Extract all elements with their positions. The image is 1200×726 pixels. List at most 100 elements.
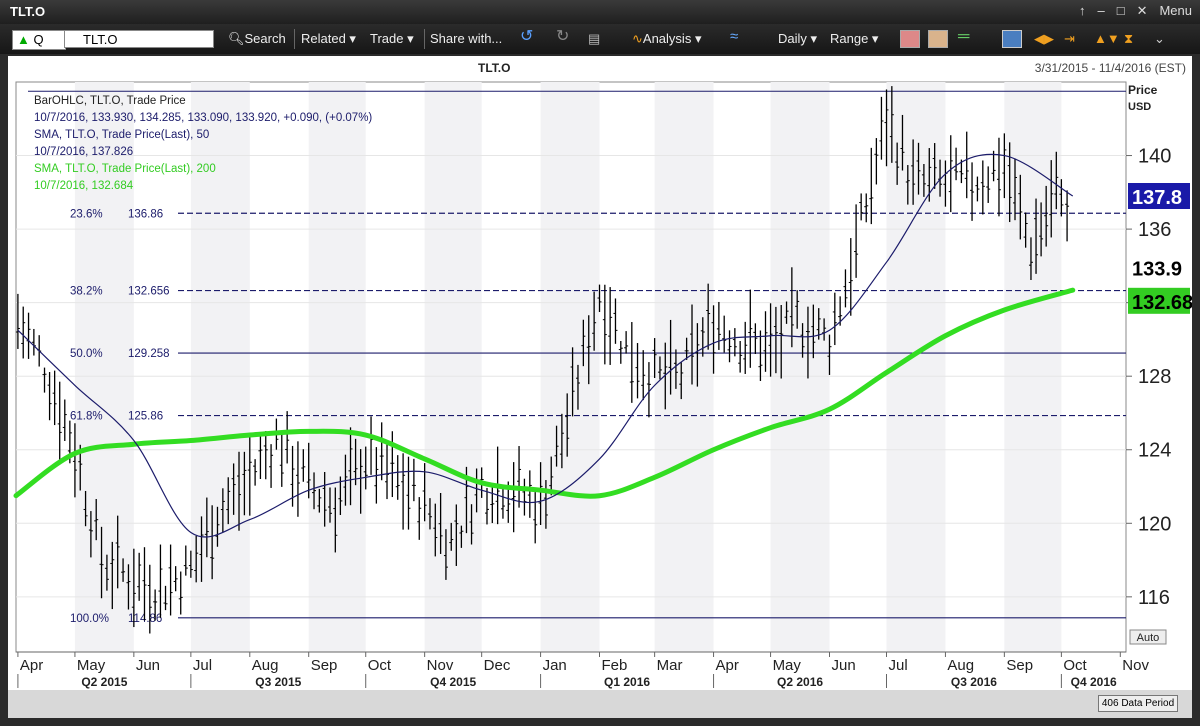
auto-scale-label: Auto xyxy=(1137,632,1160,644)
share-menu[interactable]: Share with... xyxy=(430,31,503,46)
x-tick-label: Dec xyxy=(484,657,511,674)
price-chart[interactable]: 23.6% 136.86 38.2% 132.656 50.0% 129.258 61.8%… xyxy=(8,56,1193,690)
up-arrow-icon: ▲ xyxy=(17,32,30,47)
crosshair-icon[interactable]: ═ xyxy=(958,28,970,45)
fib-level-value: 136.86 xyxy=(128,208,163,220)
legend-bar-values: 10/7/2016, 133.930, 134.285, 133.090, 13… xyxy=(34,112,372,124)
minimize-icon[interactable]: – xyxy=(1097,3,1105,18)
x-tick-label: Mar xyxy=(657,657,683,674)
x-tick-label: Jan xyxy=(543,657,567,674)
footer-scrollbar[interactable]: 406 Data Period xyxy=(8,690,1192,718)
folder-icon[interactable]: ▤ xyxy=(588,31,601,46)
fib-level-label: 50.0% xyxy=(70,348,103,360)
x-tick-label: Jun xyxy=(136,657,160,674)
price-tag-label: 133.9 xyxy=(1132,258,1182,280)
window-controls: ↑ – □ ✕ Menu xyxy=(1079,3,1192,19)
month-band xyxy=(190,82,250,652)
line-chart-icon[interactable] xyxy=(900,30,920,48)
legend-bar-title: BarOHLC, TLT.O, Trade Price xyxy=(34,95,186,107)
refresh-icon[interactable]: ↻ xyxy=(556,28,570,45)
month-band xyxy=(770,82,830,652)
price-tag-box xyxy=(1128,254,1190,281)
x-tick-label: May xyxy=(773,657,802,674)
chart-legend: BarOHLC, TLT.O, Trade Price 10/7/2016, 1… xyxy=(34,95,372,192)
x-tick-label: Apr xyxy=(20,657,43,674)
trade-label: Trade xyxy=(370,31,404,46)
month-band xyxy=(308,82,366,652)
toolbar: ▲ Q TLT.O 🔍︎Search Related ▾ Trade ▾ Sha… xyxy=(0,24,1200,54)
x-tick-label: Apr xyxy=(716,657,739,674)
close-icon[interactable]: ✕ xyxy=(1136,3,1148,18)
y-tick-label: 124 xyxy=(1138,440,1171,462)
y-tick-label: 128 xyxy=(1138,366,1171,388)
interval-label: Daily xyxy=(778,31,807,46)
legend-sma50-value: 10/7/2016, 137.826 xyxy=(34,146,133,158)
range-label: Range xyxy=(830,31,869,46)
chart-symbol: TLT.O xyxy=(478,61,510,75)
analysis-label: Analysis xyxy=(642,31,692,46)
scroll-left-icon[interactable]: ◀▶ xyxy=(1034,31,1054,46)
interval-menu[interactable]: Daily ▾ xyxy=(778,31,818,46)
quarter-label: Q2 2016 xyxy=(777,675,823,689)
sma50-tag-box xyxy=(1128,183,1190,209)
auto-scale-button[interactable] xyxy=(1129,629,1167,645)
menu-button[interactable]: Menu xyxy=(1159,3,1192,18)
y-tick-label: 140 xyxy=(1138,146,1171,168)
fib-level-label: 23.6% xyxy=(70,208,103,220)
analysis-icon: ∿ xyxy=(632,31,643,46)
quarter-label: Q2 2015 xyxy=(81,675,127,689)
x-tick-label: Sep xyxy=(311,657,338,674)
chart-style-icon[interactable]: ≈ xyxy=(730,28,739,45)
quarter-label: Q3 2015 xyxy=(255,675,301,689)
analysis-menu[interactable]: ∿Analysis ▾ xyxy=(632,31,702,46)
x-tick-label: Oct xyxy=(1063,657,1087,674)
sma200-tag-box xyxy=(1128,287,1190,314)
fib-level-value: 129.258 xyxy=(128,348,170,360)
x-tick-label: Nov xyxy=(1122,657,1149,674)
axis-price-label: Price xyxy=(1128,83,1158,97)
x-tick-label: Jul xyxy=(889,657,908,674)
legend-sma200-value: 10/7/2016, 132.684 xyxy=(34,180,134,192)
x-tick-label: May xyxy=(77,657,106,674)
fib-level-label: 61.8% xyxy=(70,411,103,423)
x-tick-label: Sep xyxy=(1006,657,1033,674)
maximize-icon[interactable]: □ xyxy=(1116,3,1125,18)
bar-chart-icon[interactable] xyxy=(928,30,948,48)
x-tick-label: Aug xyxy=(947,657,974,674)
x-tick-label: Aug xyxy=(252,657,279,674)
undo-icon[interactable]: ↺ xyxy=(520,28,534,45)
sma50-tag-label: 137.8 xyxy=(1132,187,1182,209)
symbol-type-label: Q xyxy=(33,32,44,47)
chart-date-range: 3/31/2015 - 11/4/2016 (EST) xyxy=(1035,61,1186,75)
data-period-button[interactable]: 406 Data Period xyxy=(1098,695,1178,712)
x-tick-label: Oct xyxy=(368,657,392,674)
fib-level-value: 114.86 xyxy=(128,613,162,625)
symbol-type-select[interactable]: ▲ Q xyxy=(12,30,66,50)
y-tick-label: 116 xyxy=(1138,587,1170,609)
fit-width-icon[interactable]: ⇥ xyxy=(1064,31,1075,46)
y-tick-label: 136 xyxy=(1138,219,1171,241)
zoom-icon[interactable]: ▲▼ xyxy=(1094,31,1120,46)
fib-level-label: 38.2% xyxy=(70,286,103,298)
sma200-tag-label: 132.68 xyxy=(1132,292,1192,314)
axis-currency-label: USD xyxy=(1128,101,1151,113)
trade-menu[interactable]: Trade ▾ xyxy=(370,31,414,46)
month-band xyxy=(74,82,134,652)
pin-icon[interactable]: ↑ xyxy=(1078,3,1086,18)
related-menu[interactable]: Related ▾ xyxy=(301,31,356,46)
x-tick-label: Feb xyxy=(602,657,628,674)
toolbar-divider xyxy=(424,29,425,49)
x-tick-label: Jun xyxy=(831,657,855,674)
search-button[interactable]: 🔍︎Search xyxy=(228,30,286,48)
layout-icon[interactable] xyxy=(1002,30,1022,48)
sma50-line xyxy=(17,153,1074,538)
fib-level-value: 125.86 xyxy=(128,411,163,423)
toolbar-divider xyxy=(294,29,295,49)
range-menu[interactable]: Range ▾ xyxy=(830,31,879,46)
month-band xyxy=(1004,82,1062,652)
fib-level-label: 100.0% xyxy=(70,613,109,625)
symbol-input[interactable]: TLT.O xyxy=(64,30,214,48)
more-icon[interactable]: ⌄ xyxy=(1154,31,1165,46)
chart-panel: 23.6% 136.86 38.2% 132.656 50.0% 129.258 61.8%… xyxy=(8,56,1193,718)
collapse-icon[interactable]: ⧗ xyxy=(1124,31,1134,46)
